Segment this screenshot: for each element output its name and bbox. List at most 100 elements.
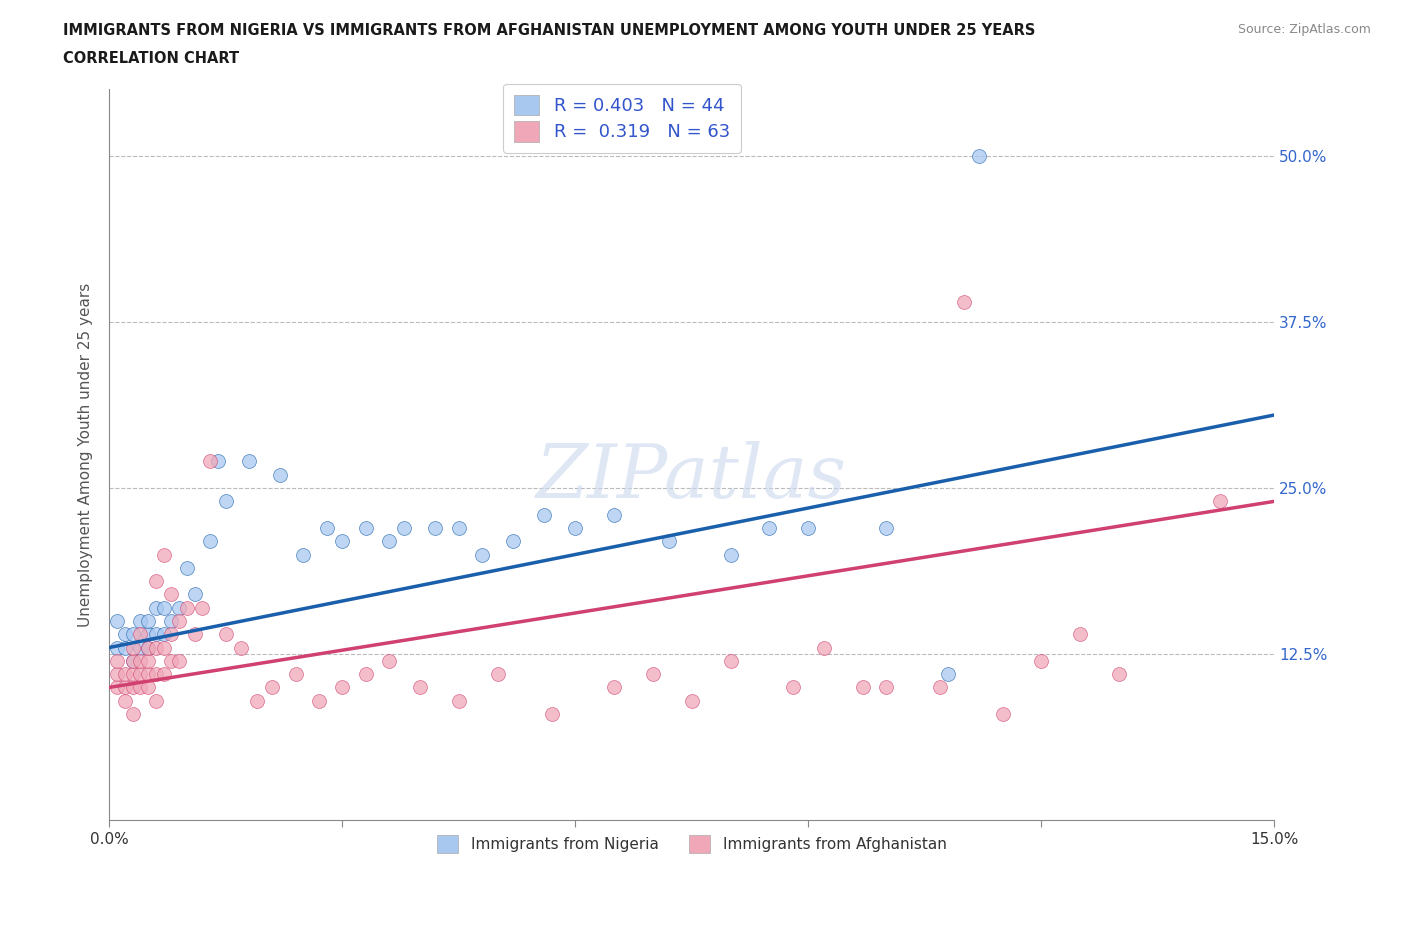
- Point: [176, 600, 198, 615]
- Point: [720, 547, 742, 562]
- Point: [145, 574, 167, 589]
- Point: [167, 600, 190, 615]
- Point: [394, 521, 416, 536]
- Point: [105, 667, 128, 682]
- Point: [145, 640, 167, 655]
- Point: [167, 614, 190, 629]
- Point: [152, 600, 174, 615]
- Point: [145, 693, 167, 708]
- Point: [167, 654, 190, 669]
- Text: Source: ZipAtlas.com: Source: ZipAtlas.com: [1237, 23, 1371, 36]
- Point: [262, 680, 284, 695]
- Point: [378, 534, 401, 549]
- Point: [121, 667, 143, 682]
- Point: [875, 521, 897, 536]
- Point: [246, 693, 269, 708]
- Point: [1209, 494, 1232, 509]
- Point: [564, 521, 586, 536]
- Point: [447, 693, 470, 708]
- Point: [425, 521, 447, 536]
- Y-axis label: Unemployment Among Youth under 25 years: Unemployment Among Youth under 25 years: [79, 283, 93, 627]
- Point: [284, 667, 307, 682]
- Point: [1108, 667, 1130, 682]
- Point: [136, 614, 159, 629]
- Point: [967, 149, 990, 164]
- Point: [136, 654, 159, 669]
- Point: [720, 654, 742, 669]
- Point: [378, 654, 401, 669]
- Point: [354, 667, 377, 682]
- Point: [641, 667, 664, 682]
- Point: [1031, 654, 1053, 669]
- Point: [160, 654, 183, 669]
- Point: [936, 667, 959, 682]
- Point: [136, 627, 159, 642]
- Point: [105, 680, 128, 695]
- Point: [152, 640, 174, 655]
- Point: [114, 693, 136, 708]
- Point: [129, 667, 152, 682]
- Point: [145, 627, 167, 642]
- Point: [200, 454, 222, 469]
- Point: [929, 680, 952, 695]
- Point: [105, 654, 128, 669]
- Point: [471, 547, 494, 562]
- Point: [603, 680, 626, 695]
- Point: [330, 680, 353, 695]
- Point: [121, 654, 143, 669]
- Point: [145, 667, 167, 682]
- Point: [681, 693, 703, 708]
- Point: [145, 600, 167, 615]
- Point: [160, 614, 183, 629]
- Text: ZIPatlas: ZIPatlas: [536, 441, 848, 513]
- Point: [533, 507, 555, 522]
- Point: [191, 600, 214, 615]
- Point: [603, 507, 626, 522]
- Point: [207, 454, 229, 469]
- Point: [447, 521, 470, 536]
- Point: [541, 707, 564, 722]
- Point: [121, 680, 143, 695]
- Point: [292, 547, 315, 562]
- Point: [114, 640, 136, 655]
- Point: [105, 640, 128, 655]
- Point: [136, 640, 159, 655]
- Point: [121, 707, 143, 722]
- Text: IMMIGRANTS FROM NIGERIA VS IMMIGRANTS FROM AFGHANISTAN UNEMPLOYMENT AMONG YOUTH : IMMIGRANTS FROM NIGERIA VS IMMIGRANTS FR…: [63, 23, 1036, 38]
- Point: [875, 680, 897, 695]
- Point: [114, 680, 136, 695]
- Point: [238, 454, 260, 469]
- Point: [121, 640, 143, 655]
- Point: [215, 494, 238, 509]
- Point: [502, 534, 524, 549]
- Point: [114, 667, 136, 682]
- Point: [330, 534, 353, 549]
- Point: [758, 521, 780, 536]
- Point: [129, 614, 152, 629]
- Point: [121, 627, 143, 642]
- Legend: Immigrants from Nigeria, Immigrants from Afghanistan: Immigrants from Nigeria, Immigrants from…: [429, 828, 955, 860]
- Point: [813, 640, 835, 655]
- Point: [114, 627, 136, 642]
- Point: [269, 468, 291, 483]
- Point: [308, 693, 330, 708]
- Point: [176, 561, 198, 576]
- Point: [152, 667, 174, 682]
- Point: [231, 640, 253, 655]
- Point: [852, 680, 875, 695]
- Point: [797, 521, 820, 536]
- Point: [409, 680, 432, 695]
- Point: [657, 534, 679, 549]
- Text: CORRELATION CHART: CORRELATION CHART: [63, 51, 239, 66]
- Point: [160, 627, 183, 642]
- Point: [136, 640, 159, 655]
- Point: [129, 654, 152, 669]
- Point: [129, 680, 152, 695]
- Point: [136, 680, 159, 695]
- Point: [160, 587, 183, 602]
- Point: [354, 521, 377, 536]
- Point: [200, 534, 222, 549]
- Point: [991, 707, 1014, 722]
- Point: [105, 614, 128, 629]
- Point: [183, 587, 205, 602]
